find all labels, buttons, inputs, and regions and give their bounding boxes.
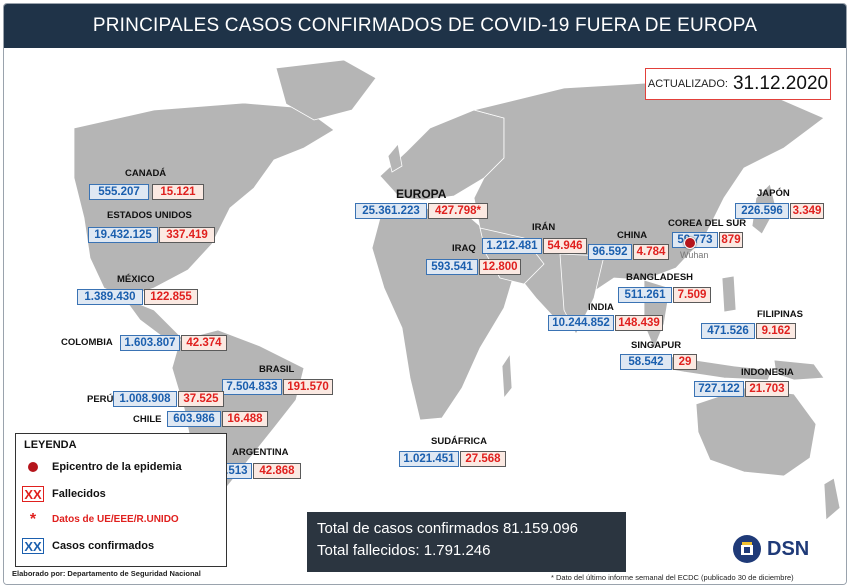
deaths-singapur: 29 xyxy=(673,354,697,370)
country-label-canada: CANADÁ xyxy=(125,168,167,179)
deaths-japon: 3.349 xyxy=(790,203,824,219)
deaths-bangladesh: 7.509 xyxy=(673,287,711,303)
credit-text: Elaborado por: Departamento de Seguridad… xyxy=(12,569,201,578)
deaths-indonesia: 21.703 xyxy=(745,381,789,397)
cases-brasil: 7.504.833 xyxy=(222,379,282,395)
greenland-landmass xyxy=(275,59,377,121)
deaths-symbol-icon: XX xyxy=(22,486,44,502)
deaths-usa: 337.419 xyxy=(159,227,215,243)
cases-japon: 226.596 xyxy=(735,203,789,219)
total-cases-line: Total de casos confirmados 81.159.096 xyxy=(317,518,616,540)
australia-landmass xyxy=(695,387,817,477)
totals-panel: Total de casos confirmados 81.159.096 To… xyxy=(307,512,626,572)
legend-eu-text: Datos de UE/EEE/R.UNIDO xyxy=(52,514,179,525)
country-label-china: CHINA xyxy=(617,230,648,241)
deaths-india: 148.439 xyxy=(615,315,663,331)
legend-title: LEYENDA xyxy=(24,439,77,451)
country-label-india: INDIA xyxy=(588,302,614,313)
updated-label: ACTUALIZADO: xyxy=(647,78,728,90)
footnote: * Dato del último informe semanal del EC… xyxy=(551,573,794,582)
cases-singapur: 58.542 xyxy=(620,354,672,370)
infographic-frame: PRINCIPALES CASOS CONFIRMADOS DE COVID-1… xyxy=(3,3,847,585)
new-zealand-landmass xyxy=(823,477,841,521)
country-label-mexico: MÉXICO xyxy=(117,274,155,285)
cases-bangladesh: 511.261 xyxy=(618,287,672,303)
deaths-iran: 54.946 xyxy=(543,238,587,254)
asterisk-icon: * xyxy=(29,510,37,528)
epicenter-label: Wuhan xyxy=(680,250,709,260)
dsn-wordmark: DSN xyxy=(767,537,810,560)
country-label-sudafrica: SUDÁFRICA xyxy=(431,436,487,447)
deaths-colombia: 42.374 xyxy=(181,335,227,351)
legend-epicenter-text: Epicentro de la epidemia xyxy=(52,461,182,473)
legend-deaths-row: XX Fallecidos xyxy=(22,486,106,502)
deaths-chile: 16.488 xyxy=(222,411,268,427)
epicenter-marker xyxy=(684,237,696,249)
cases-peru: 1.008.908 xyxy=(113,391,177,407)
cases-china: 96.592 xyxy=(588,244,632,260)
dsn-emblem-icon xyxy=(733,535,761,563)
country-label-peru: PERÚ xyxy=(87,394,114,405)
cases-canada: 555.207 xyxy=(89,184,149,200)
cases-sudafrica: 1.021.451 xyxy=(399,451,459,467)
legend-cases-row: XX Casos confirmados xyxy=(22,538,154,554)
deaths-filipinas: 9.162 xyxy=(756,323,796,339)
updated-date: 31.12.2020 xyxy=(732,73,829,94)
philippines-landmass xyxy=(721,275,737,313)
country-label-indonesia: INDONESIA xyxy=(741,367,794,378)
country-label-chile: CHILE xyxy=(133,414,162,425)
legend-cases-text: Casos confirmados xyxy=(52,540,155,552)
legend: LEYENDA Epicentro de la epidemia XX Fall… xyxy=(15,433,227,567)
total-deaths-line: Total fallecidos: 1.791.246 xyxy=(317,540,616,562)
country-label-iraq: IRAQ xyxy=(452,243,476,254)
cases-indonesia: 727.122 xyxy=(694,381,744,397)
deaths-peru: 37.525 xyxy=(178,391,224,407)
deaths-argentina: 42.868 xyxy=(253,463,301,479)
deaths-canada: 15.121 xyxy=(152,184,204,200)
updated-badge: ACTUALIZADO: 31.12.2020 xyxy=(645,68,831,100)
total-deaths-label: Total fallecidos: xyxy=(317,542,420,559)
legend-eu-row: * Datos de UE/EEE/R.UNIDO xyxy=(22,510,179,528)
country-label-japon: JAPÓN xyxy=(757,188,790,199)
dsn-logo: DSN xyxy=(733,535,809,563)
country-label-corea: COREA DEL SUR xyxy=(668,218,747,229)
deaths-china: 4.784 xyxy=(633,244,669,260)
total-cases-value: 81.159.096 xyxy=(502,520,579,537)
madagascar-landmass xyxy=(501,352,513,400)
deaths-europa: 427.798* xyxy=(428,203,488,219)
country-label-iran: IRÁN xyxy=(532,222,556,233)
cases-india: 10.244.852 xyxy=(548,315,614,331)
cases-iraq: 593.541 xyxy=(426,259,478,275)
deaths-iraq: 12.800 xyxy=(479,259,521,275)
country-label-usa: ESTADOS UNIDOS xyxy=(107,210,192,221)
deaths-sudafrica: 27.568 xyxy=(460,451,506,467)
cases-colombia: 1.603.807 xyxy=(120,335,180,351)
cases-europa: 25.361.223 xyxy=(355,203,427,219)
country-label-argentina: ARGENTINA xyxy=(232,447,289,458)
north-america-landmass xyxy=(73,102,335,299)
country-label-brasil: BRASIL xyxy=(259,364,295,375)
uk-landmass xyxy=(387,143,403,173)
country-label-bangladesh: BANGLADESH xyxy=(626,272,694,283)
region-label-europa: EUROPA xyxy=(396,187,447,201)
deaths-mexico: 122.855 xyxy=(144,289,198,305)
cases-chile: 603.986 xyxy=(167,411,221,427)
cases-mexico: 1.389.430 xyxy=(77,289,143,305)
cases-filipinas: 471.526 xyxy=(701,323,755,339)
page-title: PRINCIPALES CASOS CONFIRMADOS DE COVID-1… xyxy=(4,4,846,48)
deaths-brasil: 191.570 xyxy=(283,379,333,395)
total-deaths-value: 1.791.246 xyxy=(423,542,491,559)
country-label-singapur: SINGAPUR xyxy=(631,340,682,351)
legend-deaths-text: Fallecidos xyxy=(52,488,106,500)
country-label-colombia: COLOMBIA xyxy=(61,337,113,348)
deaths-corea: 879 xyxy=(719,232,743,248)
total-cases-label: Total de casos confirmados xyxy=(317,520,499,537)
epicenter-dot-icon xyxy=(28,462,38,472)
legend-epicenter-row: Epicentro de la epidemia xyxy=(22,461,182,473)
new-guinea-landmass xyxy=(773,359,825,381)
cases-usa: 19.432.125 xyxy=(88,227,158,243)
cases-iran: 1.212.481 xyxy=(482,238,542,254)
cases-symbol-icon: XX xyxy=(22,538,44,554)
country-label-filipinas: FILIPINAS xyxy=(757,309,803,320)
